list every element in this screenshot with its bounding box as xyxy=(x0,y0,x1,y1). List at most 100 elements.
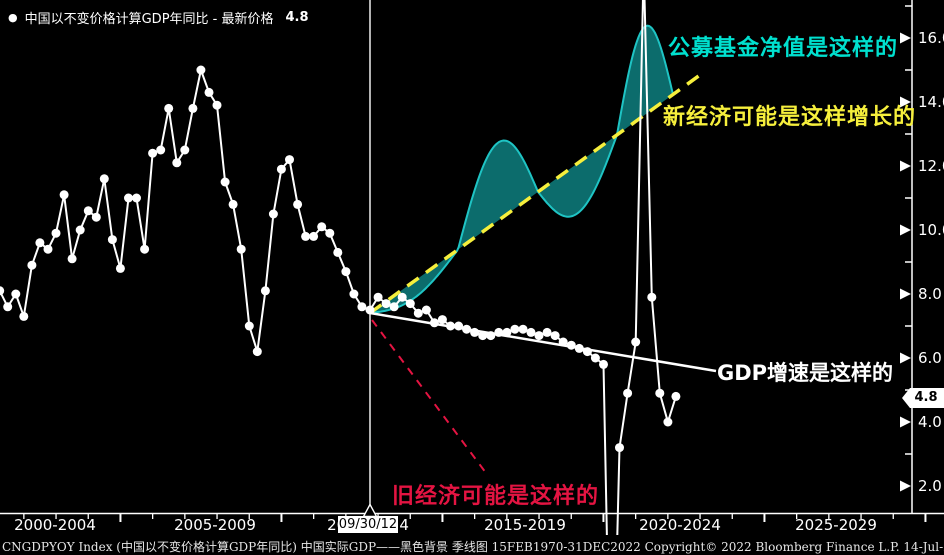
gdp-point xyxy=(389,302,399,312)
y-axis-label: 4.0 xyxy=(918,413,942,431)
gdp-point xyxy=(220,177,230,187)
gdp-growth-annotation: GDP增速是这样的 xyxy=(717,361,894,385)
gdp-point xyxy=(454,321,464,331)
gdp-point xyxy=(212,100,222,110)
gdp-point xyxy=(502,327,512,337)
gdp-point xyxy=(615,443,624,453)
gdp-point xyxy=(349,289,359,299)
gdp-line xyxy=(0,0,677,535)
y-axis-label: 2.0 xyxy=(918,477,942,495)
gdp-point xyxy=(244,321,254,331)
gdp-point xyxy=(132,193,141,203)
gdp-point xyxy=(285,155,294,165)
gdp-point xyxy=(35,238,45,248)
gdp-point xyxy=(550,331,560,341)
x-axis-label: 2025-2029 xyxy=(795,516,877,534)
legend[interactable]: ● 中国以不变价格计算GDP年同比 - 最新价格 4.8 xyxy=(8,8,309,27)
gdp-point xyxy=(107,235,117,245)
gdp-point xyxy=(470,327,480,337)
gdp-point xyxy=(599,359,608,369)
y-axis-label: 6.0 xyxy=(918,349,942,367)
gdp-point xyxy=(59,190,69,200)
gdp-point xyxy=(309,231,319,241)
gdp-point xyxy=(647,292,657,302)
gdp-point xyxy=(590,353,600,363)
x-axis-label: 2015-2019 xyxy=(484,516,566,534)
gdp-point xyxy=(333,247,343,257)
gdp-point xyxy=(429,318,439,328)
old-economy-annotation: 旧经济可能是这样的 xyxy=(392,484,600,509)
gdp-point xyxy=(115,263,125,273)
gdp-point xyxy=(317,222,327,232)
legend-label: 中国以不变价格计算GDP年同比 - 最新价格 xyxy=(24,12,274,27)
legend-marker-icon: ● xyxy=(8,11,18,24)
gdp-point xyxy=(51,228,61,238)
gdp-point xyxy=(260,286,270,296)
gdp-point xyxy=(397,292,407,302)
gdp-point xyxy=(268,209,278,219)
x-axis-label: 2020-2024 xyxy=(639,516,721,534)
gdp-point xyxy=(631,337,641,347)
status-bar: CNGDPYOY Index (中国以不变价格计算GDP年同比) 中国实际GDP… xyxy=(2,540,944,554)
last-price-badge: 4.8 xyxy=(902,388,944,408)
gdp-point xyxy=(83,206,93,216)
gdp-point xyxy=(156,145,166,155)
gdp-point xyxy=(663,417,673,427)
fund-wave-area xyxy=(370,25,673,313)
y-axis-tick-arrow-icon xyxy=(900,96,911,108)
gdp-point xyxy=(196,65,206,75)
gdp-point xyxy=(11,289,21,299)
crosshair-axis-marker-icon xyxy=(362,503,378,518)
gdp-point xyxy=(373,292,383,302)
gdp-point xyxy=(228,199,238,209)
legend-last-price: 4.8 xyxy=(285,10,309,25)
gdp-point xyxy=(99,174,109,184)
gdp-point xyxy=(204,87,214,97)
y-axis-tick-arrow-icon xyxy=(900,32,911,44)
gdp-point xyxy=(75,225,85,235)
gdp-point xyxy=(365,305,375,315)
y-axis-tick-arrow-icon xyxy=(900,288,911,300)
gdp-point xyxy=(574,343,584,353)
gdp-point xyxy=(3,302,13,312)
gdp-point xyxy=(486,331,496,341)
gdp-point xyxy=(148,148,158,158)
y-axis-tick-arrow-icon xyxy=(900,480,911,492)
gdp-point xyxy=(325,228,335,238)
gdp-point xyxy=(341,267,351,277)
gdp-point xyxy=(534,331,544,341)
gdp-point xyxy=(671,391,681,401)
gdp-point xyxy=(582,347,592,357)
y-axis-tick-arrow-icon xyxy=(900,160,911,172)
gdp-point xyxy=(172,158,182,168)
gdp-series xyxy=(0,0,681,535)
y-axis-label: 12.0 xyxy=(918,157,944,175)
y-axis-label: 14.0 xyxy=(918,93,944,111)
gdp-point xyxy=(413,308,423,318)
gdp-point xyxy=(623,388,633,398)
gdp-point xyxy=(357,302,367,312)
gdp-point xyxy=(405,299,415,309)
gdp-point xyxy=(301,231,311,241)
gdp-point xyxy=(140,244,150,254)
gdp-point xyxy=(124,193,133,203)
gdp-point xyxy=(446,321,455,331)
y-axis-label: 10.0 xyxy=(918,221,944,239)
gdp-point xyxy=(526,327,536,337)
new-economy-annotation: 新经济可能是这样增长的 xyxy=(663,105,917,130)
fund-wave-outline xyxy=(369,24,674,314)
y-axis-label: 8.0 xyxy=(918,285,942,303)
y-axis-tick-arrow-icon xyxy=(900,224,911,236)
fund-nav-annotation: 公募基金净值是这样的 xyxy=(668,36,899,61)
gdp-point xyxy=(437,315,447,325)
gdp-point xyxy=(494,327,504,337)
gdp-point xyxy=(252,347,262,357)
gdp-point xyxy=(510,324,520,334)
gdp-point xyxy=(566,340,576,350)
gdp-point xyxy=(421,305,431,315)
gdp-point xyxy=(236,244,246,254)
gdp-point xyxy=(19,311,29,321)
gdp-point xyxy=(558,337,568,347)
